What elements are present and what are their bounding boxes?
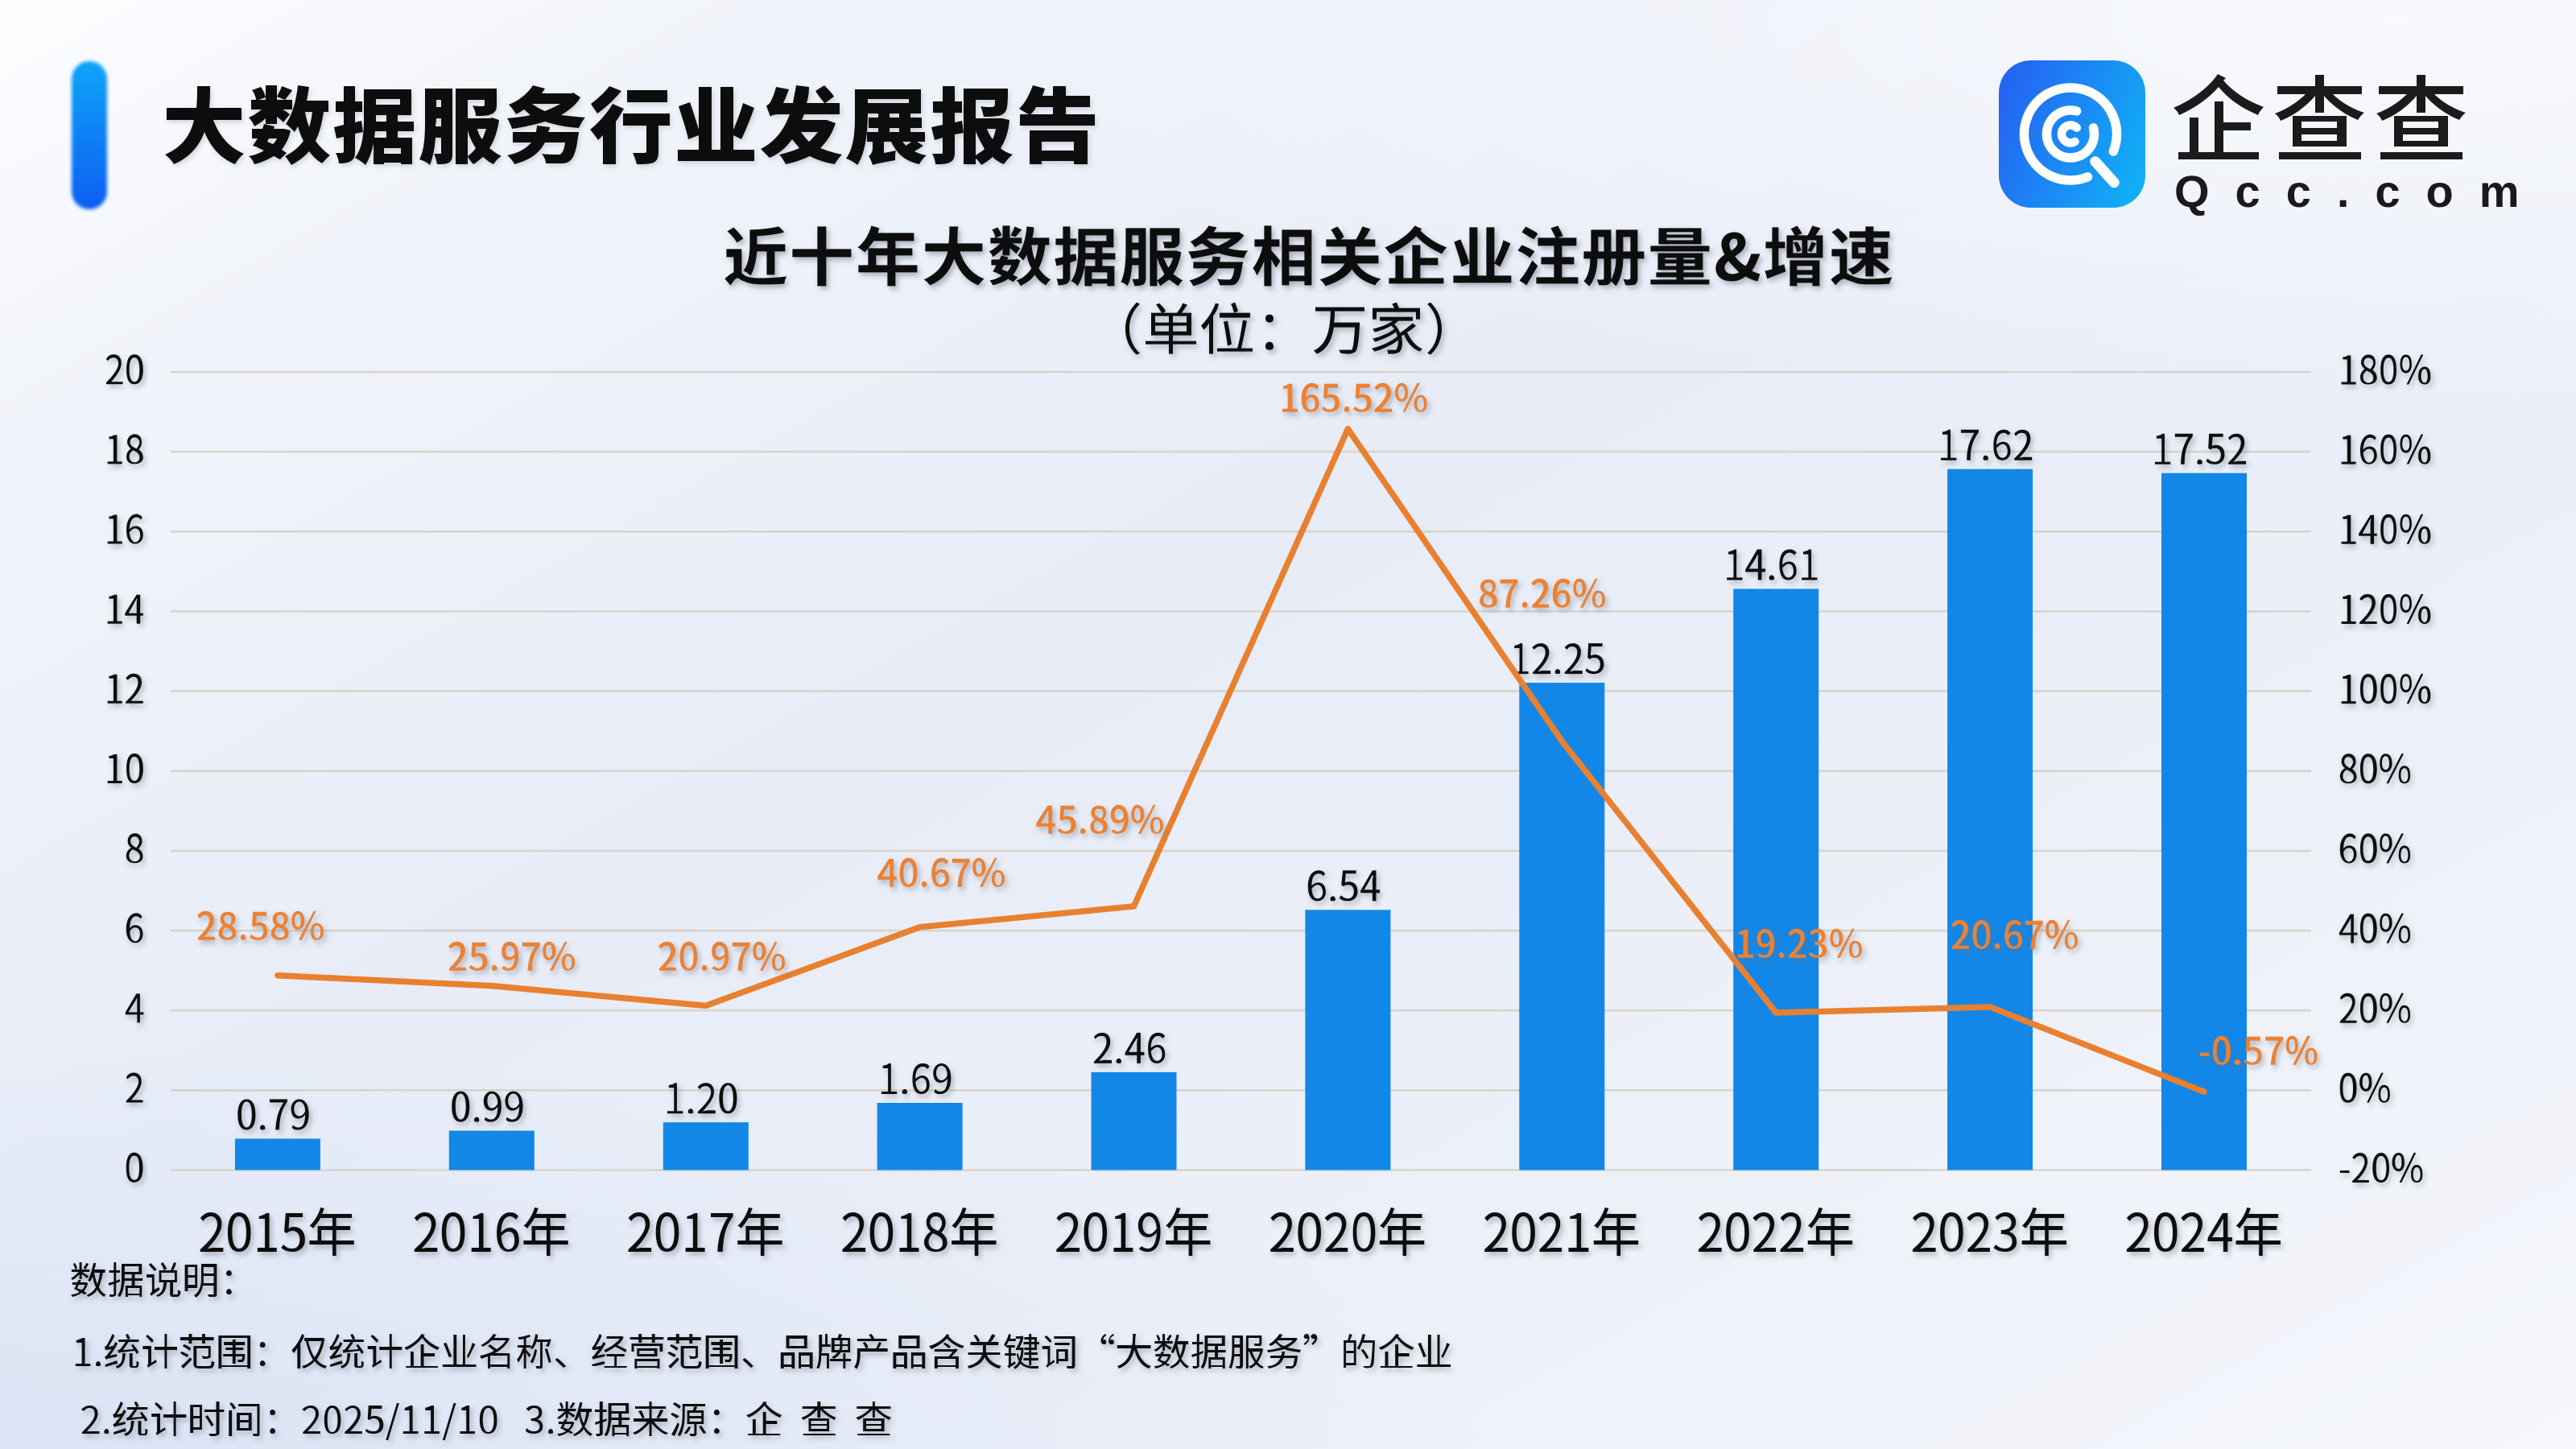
svg-text:Qcc.com: Qcc.com bbox=[2174, 166, 2545, 217]
